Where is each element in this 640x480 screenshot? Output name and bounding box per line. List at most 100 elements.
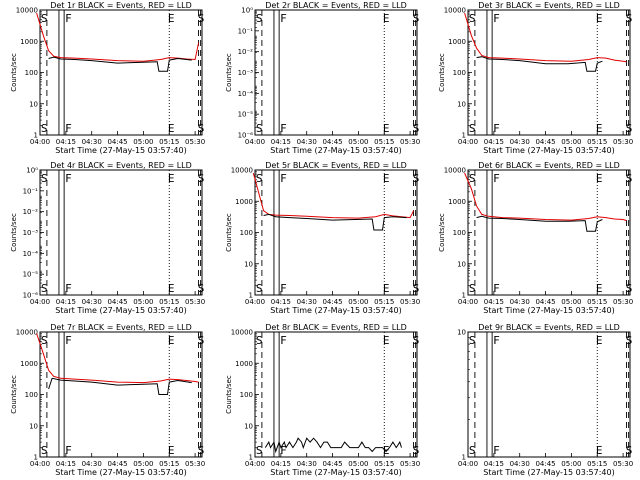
- marker-label-s: S: [198, 12, 205, 25]
- marker-label-s: S: [256, 444, 263, 457]
- x-axis-label: Start Time (27-May-15 03:57:40): [55, 306, 186, 315]
- x-tick-label: 04:30: [82, 298, 102, 306]
- x-tick-label: 04:00: [458, 138, 478, 146]
- x-tick-label: 05:00: [561, 138, 581, 146]
- y-tick-label: 1000: [20, 38, 38, 46]
- chart-title: Det 9r BLACK = Events, RED = LLD: [478, 323, 620, 332]
- x-tick-label: 05:30: [185, 460, 205, 468]
- y-tick-label: 10: [29, 422, 38, 430]
- y-tick-label: 10⁻⁵: [23, 271, 39, 279]
- marker-label-f: F: [493, 172, 500, 185]
- y-tick-label: 10⁻⁴: [23, 250, 39, 258]
- marker-label-s: S: [198, 172, 205, 185]
- y-tick-label: 100: [240, 391, 253, 399]
- marker-label-s: S: [256, 172, 263, 185]
- chart-panel-4: Det 4r BLACK = Events, RED = LLD 10⁻⁶ 10⁻⁵…: [10, 161, 205, 315]
- y-axis-label: Counts/sec: [438, 213, 446, 252]
- events-series-line: [263, 213, 407, 231]
- x-tick-label: 04:45: [107, 138, 127, 146]
- marker-label-s: S: [469, 122, 476, 135]
- chart-panel-6: Det 6r BLACK = Events, RED = LLD 1 10 100 10…: [438, 161, 633, 315]
- marker-label-e: E: [596, 12, 603, 25]
- y-tick-label: 10000: [231, 167, 253, 175]
- y-axis-label: Counts/sec: [225, 53, 233, 92]
- x-tick-label: 05:15: [374, 138, 394, 146]
- x-axis-label: Start Time (27-May-15 03:57:40): [270, 306, 401, 315]
- marker-label-s: S: [41, 172, 48, 185]
- marker-label-s: S: [469, 444, 476, 457]
- x-tick-label: 05:30: [613, 138, 633, 146]
- chart-panel-2: Det 2r BLACK = Events, RED = LLD 10⁻⁶ 10⁻⁵…: [225, 1, 420, 155]
- y-tick-label: 10⁻⁶: [23, 292, 39, 300]
- marker-label-s: S: [256, 122, 263, 135]
- chart-title: Det 8r BLACK = Events, RED = LLD: [265, 323, 407, 332]
- y-tick-label: 10000: [231, 329, 253, 337]
- y-tick-label: 1000: [235, 360, 253, 368]
- x-tick-label: 05:15: [374, 460, 394, 468]
- plot-frame: [467, 331, 631, 458]
- y-tick-label: 10⁻³: [23, 229, 39, 237]
- x-tick-label: 04:15: [484, 138, 504, 146]
- x-tick-label: 05:30: [400, 138, 420, 146]
- x-tick-label: 04:45: [322, 138, 342, 146]
- chart-title: Det 7r BLACK = Events, RED = LLD: [50, 323, 192, 332]
- marker-label-s: S: [198, 282, 205, 295]
- marker-label-s: S: [413, 12, 420, 25]
- marker-label-s: S: [469, 12, 476, 25]
- y-axis-label: Counts/sec: [225, 375, 233, 414]
- marker-label-f: F: [65, 172, 72, 185]
- y-tick-label: 10⁻²: [238, 48, 254, 56]
- x-tick-label: 05:00: [348, 138, 368, 146]
- x-tick-label: 05:30: [185, 138, 205, 146]
- x-axis-label: Start Time (27-May-15 03:57:40): [55, 146, 186, 155]
- marker-label-s: S: [469, 282, 476, 295]
- y-tick-label: 10: [457, 329, 466, 337]
- x-tick-label: 04:15: [484, 460, 504, 468]
- x-tick-label: 05:15: [587, 460, 607, 468]
- marker-label-s: S: [469, 334, 476, 347]
- x-tick-label: 05:00: [348, 460, 368, 468]
- lld-series-line: [36, 333, 199, 384]
- x-tick-label: 04:00: [245, 138, 265, 146]
- y-tick-label: 10⁻²: [23, 208, 39, 216]
- y-tick-label: 10: [457, 100, 466, 108]
- x-tick-label: 04:00: [245, 460, 265, 468]
- x-tick-label: 04:30: [510, 298, 530, 306]
- marker-label-e: E: [383, 282, 390, 295]
- marker-label-f: F: [280, 334, 287, 347]
- y-tick-label: 10⁻¹: [23, 187, 39, 195]
- x-tick-label: 04:15: [271, 138, 291, 146]
- x-tick-label: 04:30: [82, 460, 102, 468]
- marker-label-e: E: [168, 172, 175, 185]
- marker-label-e: E: [383, 334, 390, 347]
- x-tick-label: 05:30: [185, 298, 205, 306]
- y-tick-label: 100: [453, 69, 466, 77]
- x-tick-label: 04:00: [458, 298, 478, 306]
- y-tick-label: 1: [34, 132, 38, 140]
- marker-label-s: S: [413, 282, 420, 295]
- marker-label-s: S: [198, 444, 205, 457]
- x-tick-label: 04:30: [82, 138, 102, 146]
- x-axis-label: Start Time (27-May-15 03:57:40): [270, 468, 401, 477]
- x-tick-label: 05:00: [348, 298, 368, 306]
- marker-label-s: S: [198, 122, 205, 135]
- y-tick-label: 1: [462, 292, 466, 300]
- x-tick-label: 05:30: [400, 298, 420, 306]
- y-axis-label: Counts/sec: [438, 53, 446, 92]
- x-tick-label: 04:45: [535, 298, 555, 306]
- y-tick-label: 10⁻⁶: [238, 132, 254, 140]
- marker-label-s: S: [256, 282, 263, 295]
- x-tick-label: 04:30: [297, 460, 317, 468]
- y-tick-label: 10⁻⁴: [238, 90, 254, 98]
- x-tick-label: 05:15: [159, 298, 179, 306]
- y-tick-label: 100: [453, 229, 466, 237]
- marker-label-f: F: [65, 12, 72, 25]
- marker-label-f: F: [65, 334, 72, 347]
- y-tick-label: 10⁻⁵: [238, 111, 254, 119]
- marker-label-s: S: [41, 122, 48, 135]
- y-tick-label: 10: [244, 260, 253, 268]
- x-tick-label: 04:45: [535, 460, 555, 468]
- marker-label-f: F: [65, 444, 72, 457]
- x-tick-label: 04:15: [484, 298, 504, 306]
